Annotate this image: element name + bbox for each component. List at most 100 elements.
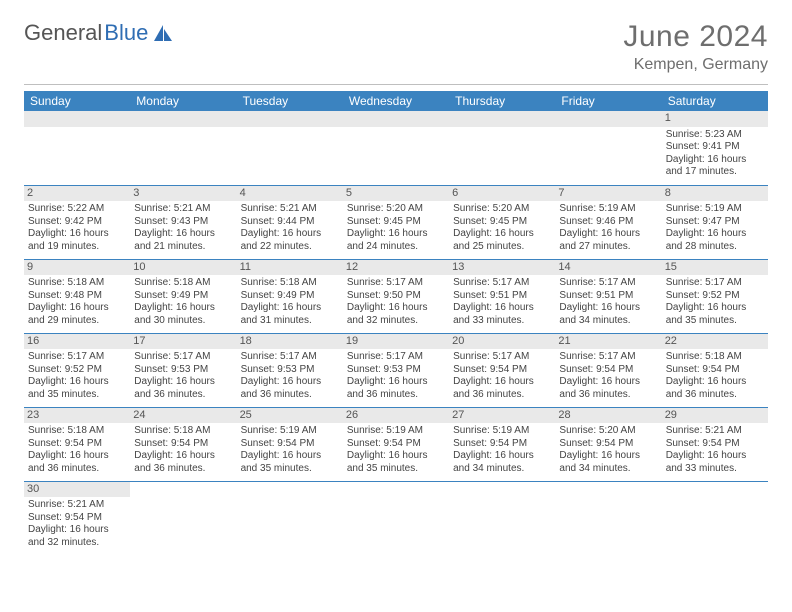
calendar-cell: 22Sunrise: 5:18 AMSunset: 9:54 PMDayligh… [662, 333, 768, 407]
day-number: 25 [237, 408, 343, 424]
daylight-line: Daylight: 16 hours and 35 minutes. [666, 302, 764, 327]
sunset-line: Sunset: 9:49 PM [241, 290, 339, 303]
day-number: 15 [662, 260, 768, 276]
calendar-cell: 8Sunrise: 5:19 AMSunset: 9:47 PMDaylight… [662, 185, 768, 259]
calendar-cell [237, 481, 343, 555]
sunrise-line: Sunrise: 5:19 AM [559, 203, 657, 216]
sunset-line: Sunset: 9:50 PM [347, 290, 445, 303]
divider [24, 84, 768, 85]
sunrise-line: Sunrise: 5:17 AM [453, 351, 551, 364]
sunrise-line: Sunrise: 5:19 AM [453, 425, 551, 438]
calendar-cell: 20Sunrise: 5:17 AMSunset: 9:54 PMDayligh… [449, 333, 555, 407]
sunset-line: Sunset: 9:51 PM [559, 290, 657, 303]
calendar-cell: 19Sunrise: 5:17 AMSunset: 9:53 PMDayligh… [343, 333, 449, 407]
calendar-cell: 27Sunrise: 5:19 AMSunset: 9:54 PMDayligh… [449, 407, 555, 481]
calendar-cell [662, 481, 768, 555]
daylight-line: Daylight: 16 hours and 33 minutes. [666, 450, 764, 475]
weekday-header: Tuesday [237, 91, 343, 111]
calendar-cell [24, 111, 130, 185]
daylight-line: Daylight: 16 hours and 24 minutes. [347, 228, 445, 253]
calendar-body: 1Sunrise: 5:23 AMSunset: 9:41 PMDaylight… [24, 111, 768, 555]
sunrise-line: Sunrise: 5:17 AM [347, 277, 445, 290]
brand-part1: General [24, 20, 102, 46]
sunset-line: Sunset: 9:54 PM [559, 438, 657, 451]
calendar-cell: 30Sunrise: 5:21 AMSunset: 9:54 PMDayligh… [24, 481, 130, 555]
sunrise-line: Sunrise: 5:17 AM [28, 351, 126, 364]
sunrise-line: Sunrise: 5:18 AM [134, 277, 232, 290]
sunset-line: Sunset: 9:52 PM [666, 290, 764, 303]
calendar-cell: 14Sunrise: 5:17 AMSunset: 9:51 PMDayligh… [555, 259, 661, 333]
day-number: 24 [130, 408, 236, 424]
daylight-line: Daylight: 16 hours and 21 minutes. [134, 228, 232, 253]
location: Kempen, Germany [623, 56, 768, 74]
day-number: 18 [237, 334, 343, 350]
calendar-cell [130, 111, 236, 185]
day-number: 12 [343, 260, 449, 276]
daylight-line: Daylight: 16 hours and 36 minutes. [28, 450, 126, 475]
calendar-cell [130, 481, 236, 555]
sunrise-line: Sunrise: 5:17 AM [559, 351, 657, 364]
sunrise-line: Sunrise: 5:22 AM [28, 203, 126, 216]
daynum-empty [449, 111, 555, 127]
day-number: 29 [662, 408, 768, 424]
daylight-line: Daylight: 16 hours and 34 minutes. [559, 302, 657, 327]
daylight-line: Daylight: 16 hours and 36 minutes. [453, 376, 551, 401]
calendar-cell: 1Sunrise: 5:23 AMSunset: 9:41 PMDaylight… [662, 111, 768, 185]
day-number: 9 [24, 260, 130, 276]
daylight-line: Daylight: 16 hours and 34 minutes. [453, 450, 551, 475]
sunrise-line: Sunrise: 5:18 AM [666, 351, 764, 364]
title-block: June 2024 Kempen, Germany [623, 20, 768, 74]
day-number: 21 [555, 334, 661, 350]
day-number: 2 [24, 186, 130, 202]
calendar-cell [449, 111, 555, 185]
sunset-line: Sunset: 9:53 PM [241, 364, 339, 377]
day-number: 11 [237, 260, 343, 276]
daylight-line: Daylight: 16 hours and 33 minutes. [453, 302, 551, 327]
calendar-cell: 12Sunrise: 5:17 AMSunset: 9:50 PMDayligh… [343, 259, 449, 333]
daylight-line: Daylight: 16 hours and 36 minutes. [241, 376, 339, 401]
calendar-cell: 26Sunrise: 5:19 AMSunset: 9:54 PMDayligh… [343, 407, 449, 481]
sunset-line: Sunset: 9:53 PM [347, 364, 445, 377]
sunrise-line: Sunrise: 5:17 AM [666, 277, 764, 290]
calendar-cell: 3Sunrise: 5:21 AMSunset: 9:43 PMDaylight… [130, 185, 236, 259]
calendar-head: SundayMondayTuesdayWednesdayThursdayFrid… [24, 91, 768, 111]
calendar-cell [449, 481, 555, 555]
day-number: 17 [130, 334, 236, 350]
calendar-cell: 10Sunrise: 5:18 AMSunset: 9:49 PMDayligh… [130, 259, 236, 333]
sunset-line: Sunset: 9:49 PM [134, 290, 232, 303]
calendar-cell: 5Sunrise: 5:20 AMSunset: 9:45 PMDaylight… [343, 185, 449, 259]
weekday-header: Friday [555, 91, 661, 111]
daynum-empty [555, 111, 661, 127]
day-number: 8 [662, 186, 768, 202]
daylight-line: Daylight: 16 hours and 17 minutes. [666, 154, 764, 179]
day-number: 1 [662, 111, 768, 127]
day-number: 3 [130, 186, 236, 202]
calendar-cell: 23Sunrise: 5:18 AMSunset: 9:54 PMDayligh… [24, 407, 130, 481]
sunset-line: Sunset: 9:54 PM [453, 364, 551, 377]
daylight-line: Daylight: 16 hours and 31 minutes. [241, 302, 339, 327]
sunset-line: Sunset: 9:54 PM [28, 438, 126, 451]
sunrise-line: Sunrise: 5:23 AM [666, 129, 764, 142]
day-number: 13 [449, 260, 555, 276]
daylight-line: Daylight: 16 hours and 35 minutes. [241, 450, 339, 475]
sunrise-line: Sunrise: 5:21 AM [134, 203, 232, 216]
daylight-line: Daylight: 16 hours and 35 minutes. [28, 376, 126, 401]
daylight-line: Daylight: 16 hours and 36 minutes. [559, 376, 657, 401]
calendar-cell [237, 111, 343, 185]
calendar-cell [555, 481, 661, 555]
daylight-line: Daylight: 16 hours and 32 minutes. [28, 524, 126, 549]
weekday-header: Saturday [662, 91, 768, 111]
sunset-line: Sunset: 9:45 PM [347, 216, 445, 229]
calendar-cell: 7Sunrise: 5:19 AMSunset: 9:46 PMDaylight… [555, 185, 661, 259]
sunrise-line: Sunrise: 5:19 AM [241, 425, 339, 438]
sunset-line: Sunset: 9:53 PM [134, 364, 232, 377]
calendar-cell: 24Sunrise: 5:18 AMSunset: 9:54 PMDayligh… [130, 407, 236, 481]
calendar-cell: 21Sunrise: 5:17 AMSunset: 9:54 PMDayligh… [555, 333, 661, 407]
sunrise-line: Sunrise: 5:18 AM [28, 277, 126, 290]
calendar-cell: 15Sunrise: 5:17 AMSunset: 9:52 PMDayligh… [662, 259, 768, 333]
sunset-line: Sunset: 9:45 PM [453, 216, 551, 229]
sunset-line: Sunset: 9:54 PM [134, 438, 232, 451]
weekday-header: Wednesday [343, 91, 449, 111]
calendar-table: SundayMondayTuesdayWednesdayThursdayFrid… [24, 91, 768, 555]
daylight-line: Daylight: 16 hours and 28 minutes. [666, 228, 764, 253]
